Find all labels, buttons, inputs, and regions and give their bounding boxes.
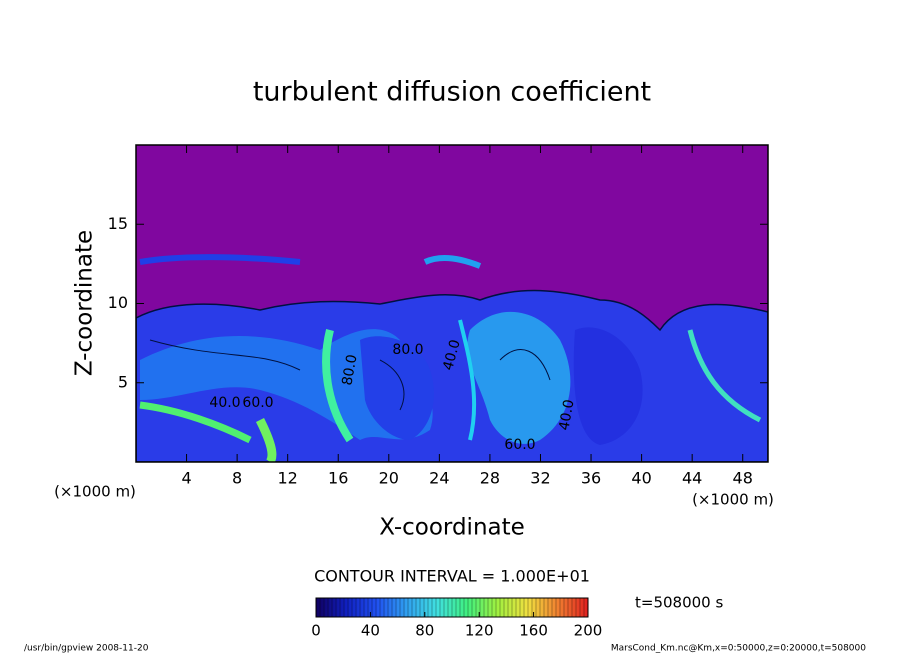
x-axis-label: X-coordinate: [379, 515, 525, 541]
x-tick-label: 12: [278, 469, 298, 488]
y-axis-label: Z-coordinate: [72, 230, 98, 376]
x-tick-label: 4: [181, 469, 191, 488]
x-tick-label: 28: [480, 469, 500, 488]
contour-label: 80.0: [392, 342, 423, 358]
x-tick-label: 8: [232, 469, 242, 488]
x-tick-label: 16: [328, 469, 348, 488]
colorbar-tick-label: 160: [519, 622, 548, 640]
x-tick-label: 20: [379, 469, 399, 488]
footer-right: MarsCond_Km.nc@Km,x=0:50000,z=0:20000,t=…: [611, 644, 866, 654]
y-tick-label: 5: [118, 372, 128, 391]
contour-label: 40.0: [440, 338, 464, 372]
x-tick-label: 48: [733, 469, 753, 488]
colorbar-tick-label: 40: [361, 622, 380, 640]
colorbar-tick-label: 80: [415, 622, 434, 640]
x-unit: (×1000 m): [54, 483, 136, 501]
colorbar-tick-label: 0: [311, 622, 321, 640]
y-tick-label: 15: [108, 214, 128, 233]
contour-label: 40.0: [209, 395, 240, 411]
chart-title: turbulent diffusion coefficient: [253, 77, 651, 108]
contour-interval: CONTOUR INTERVAL = 1.000E+01: [314, 567, 590, 586]
x-unit: (×1000 m): [692, 491, 774, 509]
colorbar-tick-label: 120: [465, 622, 494, 640]
contour-label: 80.0: [339, 353, 360, 386]
contour-label: 40.0: [556, 398, 577, 431]
y-tick-label: 10: [108, 293, 128, 312]
contour-label: 60.0: [504, 437, 535, 453]
footer-left: /usr/bin/gpview 2008-11-20: [24, 644, 149, 654]
x-tick-label: 36: [581, 469, 601, 488]
x-tick-label: 32: [530, 469, 550, 488]
contour-field: [136, 145, 768, 462]
x-tick-label: 24: [429, 469, 449, 488]
time-label: t=508000 s: [635, 594, 723, 612]
colorbar-tick-label: 200: [574, 622, 603, 640]
x-tick-label: 44: [682, 469, 702, 488]
x-tick-label: 40: [631, 469, 651, 488]
contour-label: 60.0: [242, 395, 273, 411]
